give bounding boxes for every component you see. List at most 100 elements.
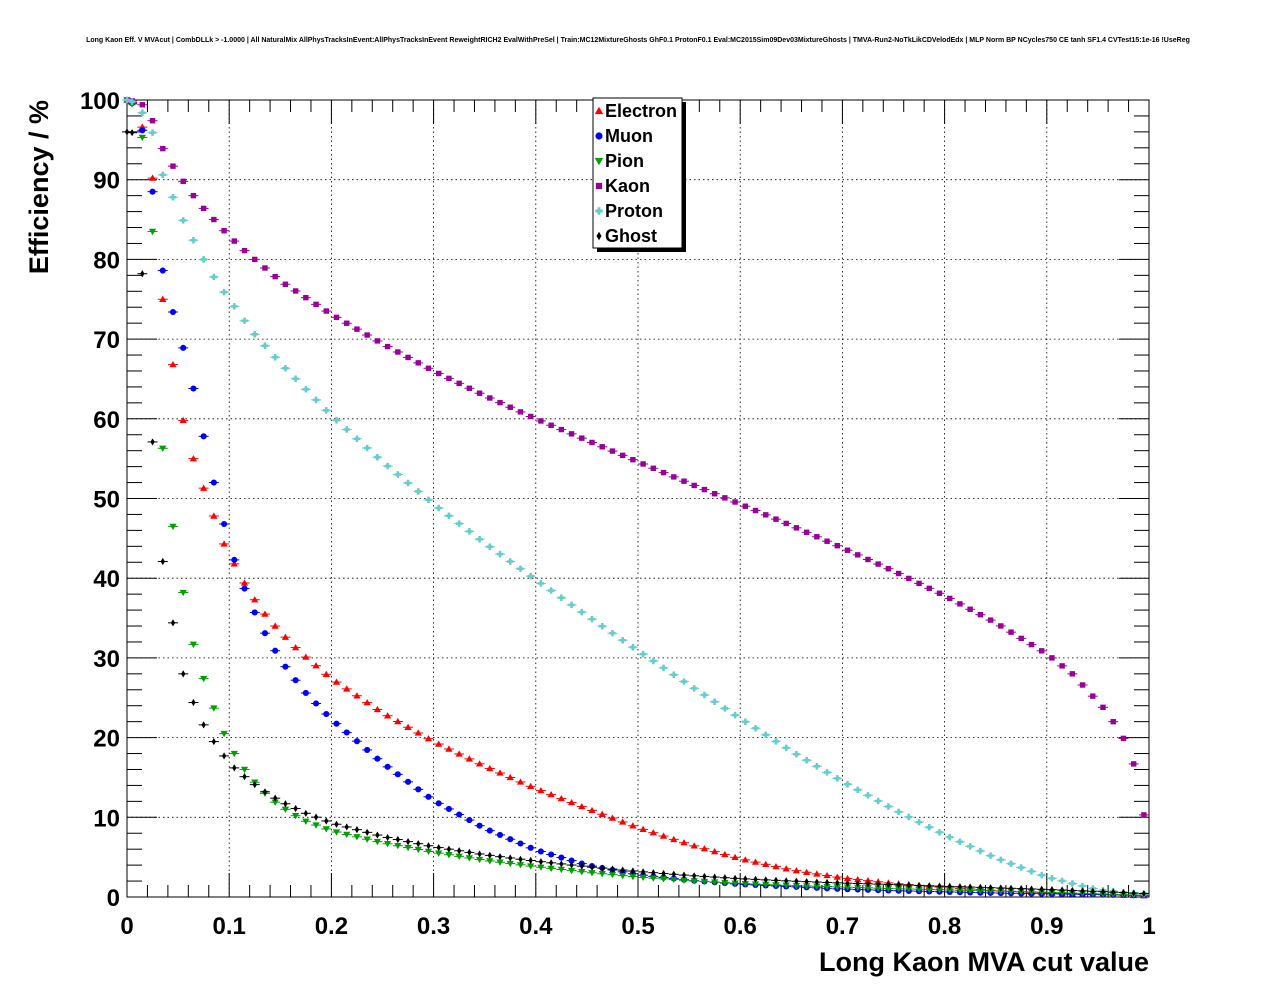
- data-point: [191, 698, 196, 707]
- data-point: [527, 782, 535, 790]
- data-point: [1079, 882, 1086, 890]
- y-tick-label: 30: [93, 646, 120, 673]
- data-point: [240, 579, 249, 586]
- data-point: [619, 636, 626, 644]
- data-point: [262, 265, 268, 271]
- data-point: [273, 794, 278, 802]
- x-tick-label: 0.9: [1030, 913, 1063, 940]
- x-axis-title: Long Kaon MVA cut value: [819, 947, 1149, 977]
- data-point: [803, 756, 810, 764]
- data-point: [834, 775, 841, 782]
- data-point: [905, 886, 913, 893]
- data-point: [578, 608, 586, 616]
- data-point: [252, 781, 257, 789]
- data-point: [404, 778, 412, 785]
- data-point: [211, 737, 217, 746]
- data-point: [977, 847, 984, 855]
- data-point: [956, 838, 964, 846]
- data-point: [804, 878, 809, 886]
- data-point: [803, 868, 811, 875]
- data-point: [1019, 885, 1024, 893]
- data-point: [814, 878, 820, 886]
- y-tick-label: 20: [93, 726, 120, 753]
- data-point: [1131, 889, 1136, 897]
- data-point: [507, 836, 514, 843]
- data-point: [598, 622, 606, 630]
- data-point: [681, 871, 687, 879]
- data-point: [282, 281, 289, 287]
- data-point: [446, 375, 452, 382]
- data-point: [559, 860, 564, 868]
- data-point: [516, 862, 525, 869]
- data-point: [865, 880, 871, 888]
- data-point: [895, 808, 902, 816]
- data-point: [241, 317, 248, 325]
- data-point: [416, 840, 421, 848]
- data-point: [220, 730, 228, 738]
- data-point: [567, 867, 576, 875]
- data-point: [272, 647, 279, 654]
- data-point: [588, 870, 596, 877]
- data-point: [139, 109, 146, 116]
- data-point: [507, 558, 514, 565]
- data-point: [190, 385, 197, 392]
- data-point: [762, 860, 770, 868]
- data-point: [404, 844, 412, 852]
- data-point: [1141, 812, 1147, 818]
- data-point: [875, 561, 881, 567]
- chart-title: Long Kaon Eff. V MVAcut | CombDLLk > -1.…: [86, 37, 1190, 44]
- data-point: [271, 622, 279, 629]
- data-point: [353, 435, 361, 442]
- data-point: [179, 589, 187, 597]
- data-point: [784, 877, 789, 885]
- legend-label-electron: Electron: [605, 101, 677, 121]
- data-point: [486, 764, 494, 772]
- data-point: [690, 878, 698, 885]
- data-point: [455, 750, 463, 757]
- data-point: [639, 825, 647, 833]
- data-point: [833, 884, 841, 891]
- data-point: [751, 858, 760, 865]
- data-point: [845, 879, 850, 887]
- data-points: [122, 96, 1149, 899]
- data-point: [241, 247, 248, 254]
- data-point: [578, 869, 586, 876]
- data-point: [323, 407, 330, 414]
- data-point: [629, 822, 637, 829]
- data-point: [651, 869, 656, 877]
- data-point: [864, 877, 872, 884]
- data-point: [240, 766, 249, 774]
- data-point: [732, 874, 738, 882]
- data-point: [405, 838, 411, 846]
- data-point: [343, 729, 350, 736]
- data-point: [517, 409, 524, 415]
- data-point: [404, 723, 412, 730]
- data-point: [375, 831, 380, 839]
- data-point: [814, 534, 820, 540]
- x-tick-label: 0.4: [519, 913, 553, 940]
- data-point: [701, 691, 708, 699]
- data-point: [896, 881, 901, 889]
- data-point: [415, 786, 422, 793]
- data-point: [179, 416, 187, 424]
- x-tick-labels: 0 0.1 0.2 0.3 0.4 0.5 0.6 0.7 0.8 0.9 1: [120, 913, 1155, 940]
- data-point: [181, 670, 186, 678]
- data-point: [1090, 693, 1096, 699]
- data-point: [843, 874, 852, 882]
- data-point: [742, 503, 749, 509]
- x-tick-label: 0.8: [928, 913, 961, 940]
- data-point: [292, 813, 300, 820]
- legend-marker-muon: [595, 132, 603, 140]
- data-point: [261, 630, 269, 637]
- data-point: [935, 887, 944, 894]
- data-point: [721, 879, 729, 887]
- data-point: [190, 192, 197, 199]
- data-point: [149, 129, 156, 136]
- data-point: [1090, 887, 1095, 895]
- data-point: [712, 873, 717, 881]
- data-point: [354, 326, 360, 332]
- data-point: [210, 273, 218, 281]
- data-point: [967, 606, 973, 612]
- data-point: [354, 826, 360, 834]
- data-point: [282, 663, 289, 670]
